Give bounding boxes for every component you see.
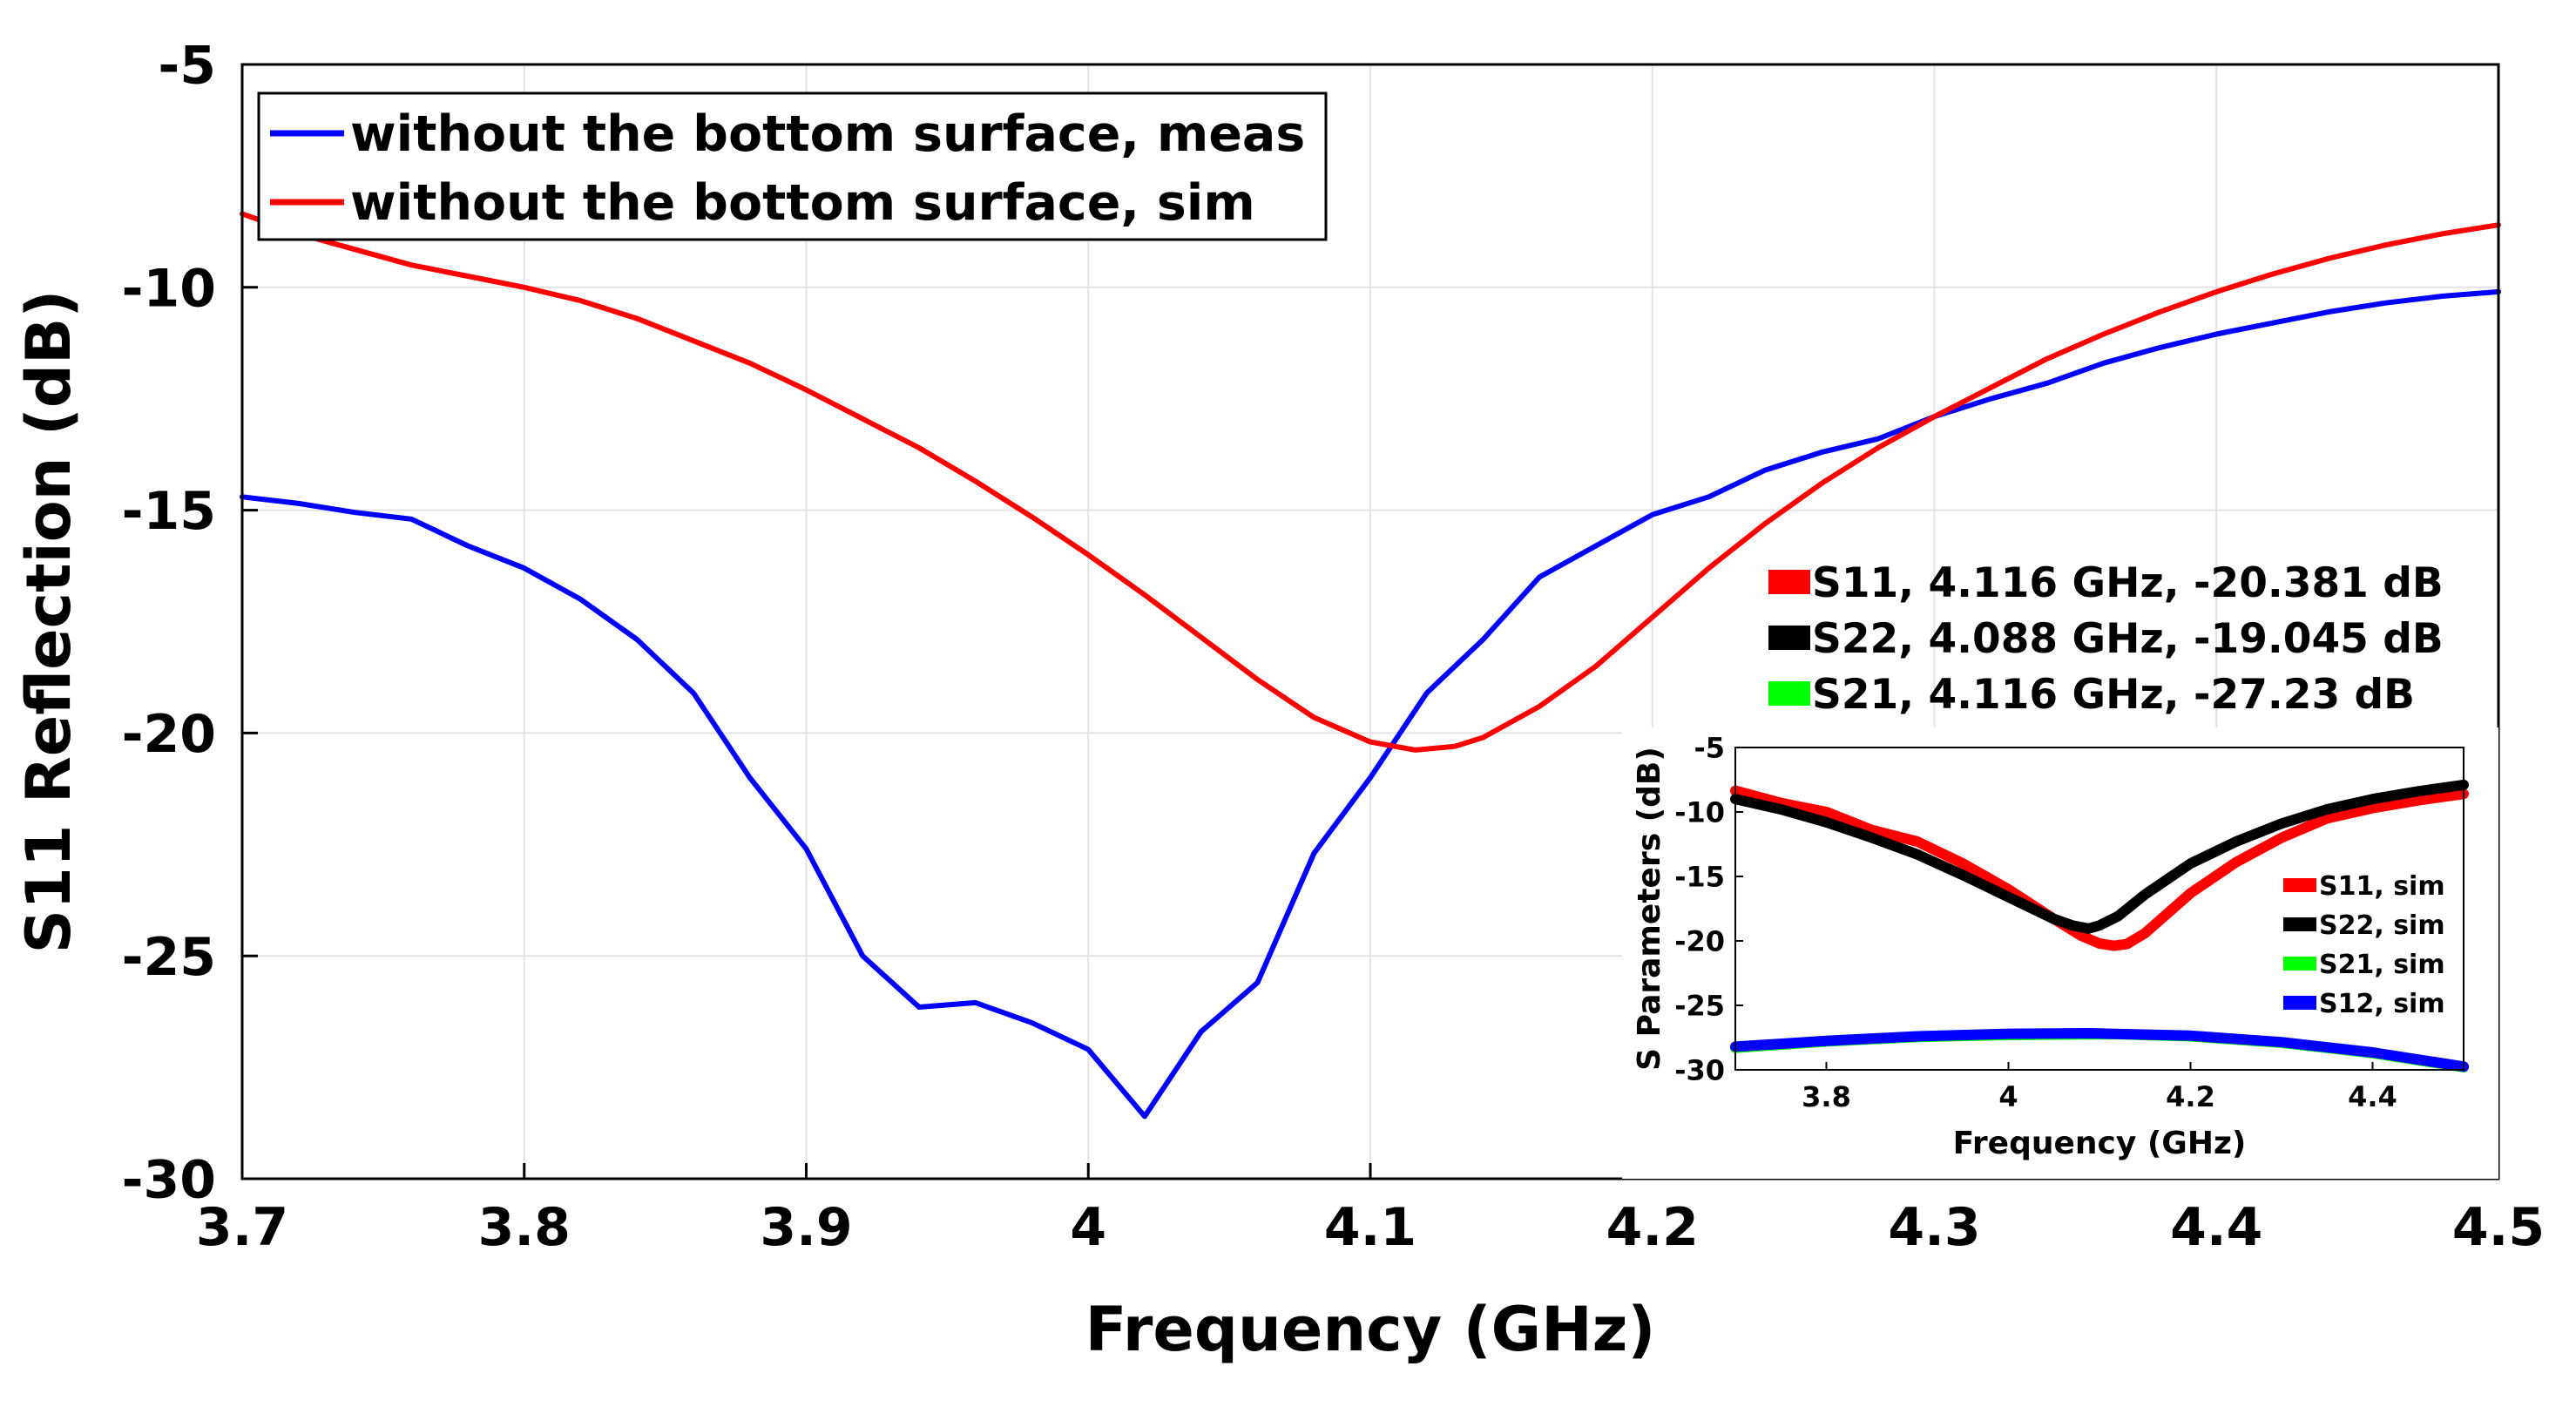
- main-legend-label: without the bottom surface, meas: [350, 105, 1305, 163]
- y-tick-label: -20: [122, 704, 216, 765]
- marker-legend-label: S11, 4.116 GHz, -20.381 dB: [1812, 559, 2444, 607]
- x-tick-label: 3.7: [196, 1197, 288, 1258]
- x-tick-label: 4.4: [2348, 1080, 2397, 1113]
- y-axis-title: S Parameters (dB): [1632, 747, 1667, 1071]
- series-line-without-the-bottom-surface-meas: [240, 288, 2501, 1120]
- main-legend: without the bottom surface, meas without …: [257, 91, 1328, 241]
- marker-legend-label: S21, 4.116 GHz, -27.23 dB: [1812, 671, 2415, 719]
- x-tick-label: 4.5: [2452, 1197, 2545, 1258]
- inset-legend-swatch-s12-sim: [2283, 996, 2316, 1010]
- inset-legend: S11, sim S22, sim S21, sim S12, sim: [2283, 871, 2445, 1019]
- main-legend-box: [257, 91, 1328, 241]
- y-axis-title: S11 Reflection (dB): [13, 290, 85, 954]
- inset-legend-label: S12, sim: [2319, 989, 2445, 1019]
- marker-legend-label: S22, 4.088 GHz, -19.045 dB: [1812, 615, 2444, 663]
- inset-legend-swatch-s21-sim: [2283, 957, 2316, 971]
- x-tick-label: 4.1: [1324, 1197, 1416, 1258]
- inset-legend-label: S11, sim: [2319, 871, 2445, 902]
- x-tick-label: 4.2: [1606, 1197, 1699, 1258]
- series-line-s22-sim: [1730, 779, 2469, 934]
- y-tick-label: -10: [122, 258, 216, 319]
- inset-legend-swatch-s11-sim: [2283, 878, 2316, 892]
- x-axis-title: Frequency (GHz): [1953, 1126, 2247, 1161]
- inset-legend-label: S21, sim: [2319, 950, 2445, 980]
- inset-plot: 3.8 4 4.2 4.4 -30 -25 -20 -15 -10 -5 Frequency (GH…: [1622, 727, 2498, 1179]
- inset-legend-swatch-s22-sim: [2283, 917, 2316, 931]
- x-tick-label: 3.8: [478, 1197, 571, 1258]
- main-legend-label: without the bottom surface, sim: [350, 174, 1255, 232]
- series-line-without-the-bottom-surface-sim: [240, 211, 2501, 753]
- axes-box: [1734, 747, 2464, 1071]
- y-tick-label: -5: [1694, 732, 1725, 765]
- marker-legend-swatch-s11: [1768, 570, 1810, 594]
- inset-legend-label: S22, sim: [2319, 910, 2445, 941]
- main-plot: 3.7 3.8 3.9 4 4.1 4.2 4.3 4.4 4.5 -30 -25 -20 -15 -10…: [13, 36, 2545, 1365]
- x-tick-label: 3.8: [1802, 1080, 1851, 1113]
- x-tick-label: 4.3: [1888, 1197, 1980, 1258]
- y-tick-label: -30: [1674, 1054, 1725, 1087]
- series-line-s12-sim: [1730, 1028, 2469, 1072]
- x-tick-label: 4: [1998, 1080, 2018, 1113]
- x-tick-label: 4: [1070, 1197, 1106, 1258]
- x-axis-title: Frequency (GHz): [1085, 1294, 1656, 1365]
- y-tick-label: -25: [122, 927, 216, 988]
- y-tick-label: -20: [1674, 925, 1725, 958]
- marker-legend-swatch-s22: [1768, 626, 1810, 650]
- y-tick-label: -15: [122, 481, 216, 542]
- y-tick-label: -15: [1674, 861, 1725, 894]
- y-tick-label: -30: [122, 1150, 216, 1211]
- x-tick-label: 3.9: [760, 1197, 852, 1258]
- x-tick-label: 4.2: [2166, 1080, 2215, 1113]
- y-tick-label: -5: [158, 36, 216, 97]
- y-tick-label: -10: [1674, 796, 1725, 829]
- marker-legend-swatch-s21: [1768, 681, 1810, 706]
- x-tick-label: 4.4: [2170, 1197, 2262, 1258]
- y-tick-label: -25: [1674, 990, 1725, 1023]
- series-line-s11-sim: [1730, 785, 2469, 951]
